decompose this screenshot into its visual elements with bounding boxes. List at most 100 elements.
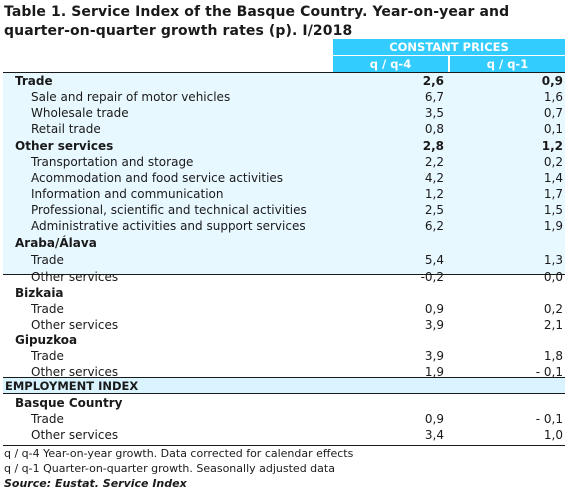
value-year-on-year: 3,9 [424, 349, 444, 363]
divider [3, 72, 565, 73]
value-year-on-year: 6,7 [424, 90, 444, 104]
row-label: Gipuzkoa [15, 333, 78, 347]
row-label: Information and communication [31, 187, 224, 201]
table-row: Trade 5,4 1,3 [3, 252, 565, 268]
value-quarter-on-quarter: 1,8 [543, 349, 563, 363]
column-header-quarter-on-quarter: q / q-1 [450, 56, 565, 72]
table-row: Other services 1,9 - 0,1 [3, 364, 565, 380]
row-label: Trade [15, 74, 53, 88]
table-row: Other services -0,2 0,0 [3, 269, 565, 285]
row-label: Other services [31, 365, 119, 379]
note-quarter-on-quarter: q / q-1 Quarter-on-quarter growth. Seaso… [4, 462, 335, 475]
row-label: Trade [31, 302, 64, 316]
table-title-line-2: quarter-on-quarter growth rates (p). I/2… [4, 23, 353, 39]
value-quarter-on-quarter: 0,7 [543, 106, 563, 120]
row-label: Trade [31, 412, 64, 426]
row-label: Other services [15, 139, 114, 153]
value-quarter-on-quarter: 1,2 [541, 139, 563, 153]
value-year-on-year: 0,8 [424, 122, 444, 136]
value-quarter-on-quarter: - 0,1 [535, 365, 563, 379]
value-quarter-on-quarter: 0,0 [543, 270, 563, 284]
column-header-year-on-year: q / q-4 [333, 56, 448, 72]
highlight-band [3, 72, 565, 274]
divider [3, 377, 565, 378]
table-row: Other services 2,8 1,2 [3, 138, 565, 154]
value-year-on-year: 3,4 [424, 428, 444, 442]
data-table: CONSTANT PRICES q / q-4 q / q-1 Trade 2,6… [3, 39, 565, 446]
table-row: Trade 0,9 0,2 [3, 301, 565, 317]
value-quarter-on-quarter: 1,7 [543, 187, 563, 201]
row-label: Wholesale trade [31, 106, 129, 120]
table-row: Administrative activities and support se… [3, 218, 565, 234]
value-quarter-on-quarter: 1,6 [543, 90, 563, 104]
value-quarter-on-quarter: 0,1 [543, 122, 563, 136]
table-row: Transportation and storage 2,2 0,2 [3, 154, 565, 170]
value-quarter-on-quarter: 1,5 [543, 203, 563, 217]
table-row: Gipuzkoa [3, 332, 565, 348]
table-title-line-1: Table 1. Service Index of the Basque Cou… [4, 4, 510, 20]
table-row: EMPLOYMENT INDEX [3, 378, 565, 394]
value-year-on-year: 0,9 [424, 412, 444, 426]
note-year-on-year: q / q-4 Year-on-year growth. Data correc… [4, 447, 354, 460]
table-row: Trade 0,9 - 0,1 [3, 411, 565, 427]
value-quarter-on-quarter: - 0,1 [535, 412, 563, 426]
table-row: Other services 3,9 2,1 [3, 317, 565, 333]
divider [3, 393, 565, 394]
value-year-on-year: 0,9 [424, 302, 444, 316]
value-year-on-year: 1,9 [424, 365, 444, 379]
table-row: Trade 3,9 1,8 [3, 348, 565, 364]
table-row: Acommodation and food service activities… [3, 170, 565, 186]
value-quarter-on-quarter: 0,2 [543, 302, 563, 316]
value-year-on-year: 6,2 [424, 219, 444, 233]
value-year-on-year: 5,4 [424, 253, 444, 267]
row-label: Sale and repair of motor vehicles [31, 90, 231, 104]
table-row: Bizkaia [3, 285, 565, 301]
divider [3, 274, 565, 275]
value-quarter-on-quarter: 0,2 [543, 155, 563, 169]
table-row: Other services 3,4 1,0 [3, 427, 565, 443]
row-label: EMPLOYMENT INDEX [5, 379, 139, 393]
value-year-on-year: 2,2 [424, 155, 444, 169]
employment-band [3, 377, 565, 393]
table-row: Basque Country [3, 395, 565, 411]
row-label: Transportation and storage [31, 155, 194, 169]
table-row: Retail trade 0,8 0,1 [3, 121, 565, 137]
row-label: Other services [31, 428, 119, 442]
table-notes: q / q-4 Year-on-year growth. Data correc… [4, 446, 353, 491]
value-year-on-year: 2,5 [424, 203, 444, 217]
table-row: Trade 2,6 0,9 [3, 73, 565, 89]
value-quarter-on-quarter: 1,9 [543, 219, 563, 233]
value-quarter-on-quarter: 1,3 [543, 253, 563, 267]
value-quarter-on-quarter: 2,1 [543, 318, 563, 332]
row-label: Trade [31, 253, 64, 267]
row-label: Basque Country [15, 396, 123, 410]
value-year-on-year: 2,8 [422, 139, 444, 153]
row-label: Other services [31, 318, 119, 332]
row-label: Araba/Álava [15, 236, 97, 250]
constant-prices-header: CONSTANT PRICES [333, 39, 565, 55]
table-row: Professional, scientific and technical a… [3, 202, 565, 218]
row-label: Administrative activities and support se… [31, 219, 306, 233]
table-row: Wholesale trade 3,5 0,7 [3, 105, 565, 121]
row-label: Bizkaia [15, 286, 64, 300]
table-row: Sale and repair of motor vehicles 6,7 1,6 [3, 89, 565, 105]
value-quarter-on-quarter: 0,9 [541, 74, 563, 88]
table-row: Araba/Álava [3, 235, 565, 251]
value-year-on-year: 3,9 [424, 318, 444, 332]
row-label: Trade [31, 349, 64, 363]
value-year-on-year: -0,2 [420, 270, 444, 284]
row-label: Other services [31, 270, 119, 284]
value-year-on-year: 2,6 [422, 74, 444, 88]
table-row: Information and communication 1,2 1,7 [3, 186, 565, 202]
row-label: Acommodation and food service activities [31, 171, 284, 185]
value-quarter-on-quarter: 1,0 [543, 428, 563, 442]
divider [3, 445, 565, 446]
value-year-on-year: 3,5 [424, 106, 444, 120]
value-quarter-on-quarter: 1,4 [543, 171, 563, 185]
value-year-on-year: 4,2 [424, 171, 444, 185]
row-label: Retail trade [31, 122, 101, 136]
source-note: Source: Eustat. Service Index [4, 477, 187, 490]
table-title: Table 1. Service Index of the Basque Cou… [4, 3, 564, 41]
value-year-on-year: 1,2 [424, 187, 444, 201]
row-label: Professional, scientific and technical a… [31, 203, 307, 217]
